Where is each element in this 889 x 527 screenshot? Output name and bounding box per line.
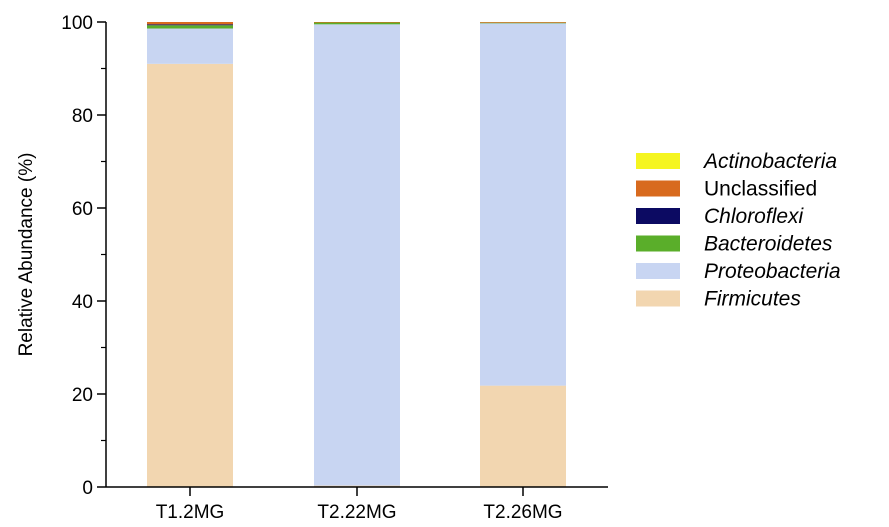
legend-swatch-bacteroidetes	[636, 235, 680, 252]
legend-swatch-actinobacteria	[636, 153, 680, 169]
legend-swatch-chloroflexi	[636, 208, 680, 224]
bar-segment-proteobacteria-t2-26mg	[480, 22, 566, 386]
ticks-group: 0 20 40 60 80 100 T1.2MG T2.22MG T2.26MG	[61, 13, 562, 523]
y-tick-label: 80	[72, 106, 93, 127]
y-tick-label: 0	[82, 478, 93, 499]
bar-segment-proteobacteria-t1-2mg	[147, 28, 233, 64]
legend-label-firmicutes: Firmicutes	[704, 288, 801, 311]
x-tick-label: T2.26MG	[483, 502, 562, 523]
y-tick-label: 20	[72, 385, 93, 406]
legend-swatch-proteobacteria	[636, 263, 680, 279]
legend-label-bacteroidetes: Bacteroidetes	[704, 233, 833, 256]
y-axis-title: Relative Abundance (%)	[16, 153, 37, 357]
legend-swatch-unclassified	[636, 180, 680, 197]
bar-segment-unclassified-t2-26mg	[480, 22, 566, 23]
legend-label-chloroflexi: Chloroflexi	[704, 205, 805, 228]
bars-group	[147, 22, 566, 487]
bar-segment-unclassified-t2-22mg	[314, 22, 400, 23]
x-tick-label: T1.2MG	[156, 502, 225, 523]
bar-segment-proteobacteria-t2-22mg	[314, 24, 400, 486]
bar-segment-firmicutes-t2-26mg	[480, 385, 566, 487]
legend-label-unclassified: Unclassified	[704, 178, 817, 201]
y-tick-label: 60	[72, 199, 93, 220]
legend-label-actinobacteria: Actinobacteria	[702, 150, 837, 173]
legend: Actinobacteria Unclassified Chloroflexi Bac…	[636, 150, 841, 311]
bar-segment-bacteroidetes-t2-26mg	[480, 22, 566, 24]
x-tick-label: T2.22MG	[317, 502, 396, 523]
bar-segment-firmicutes-t1-2mg	[147, 63, 233, 487]
legend-label-proteobacteria: Proteobacteria	[704, 260, 841, 283]
legend-swatch-firmicutes	[636, 290, 680, 307]
bar-segment-bacteroidetes-t2-22mg	[314, 22, 400, 25]
y-tick-label: 100	[61, 13, 93, 34]
y-tick-label: 40	[72, 292, 93, 313]
bar-segment-bacteroidetes-t1-2mg	[147, 25, 233, 29]
bar-segment-unclassified-t1-2mg	[147, 22, 233, 25]
bar-segment-chloroflexi-t1-2mg	[147, 24, 233, 26]
